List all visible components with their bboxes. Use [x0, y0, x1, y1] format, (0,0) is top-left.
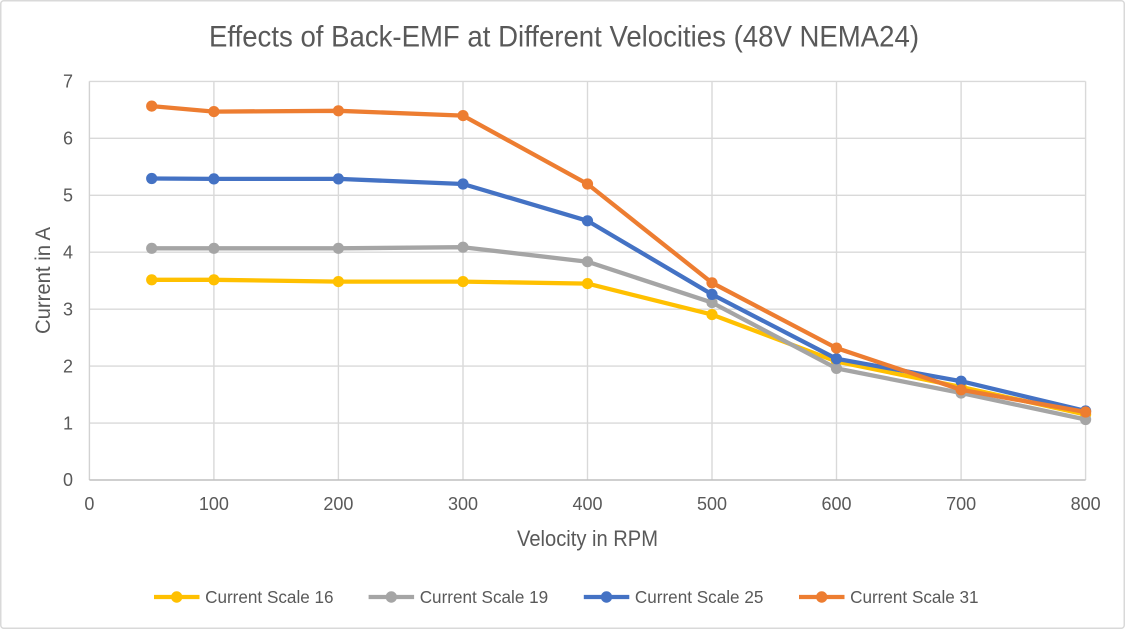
svg-text:7: 7: [63, 72, 73, 92]
svg-text:Current Scale 19: Current Scale 19: [420, 587, 549, 607]
svg-text:Effects of Back-EMF at Differe: Effects of Back-EMF at Different Velocit…: [209, 21, 919, 54]
svg-text:100: 100: [199, 494, 229, 514]
svg-text:600: 600: [821, 494, 851, 514]
svg-text:700: 700: [946, 494, 976, 514]
svg-text:400: 400: [572, 494, 602, 514]
svg-text:Current in A: Current in A: [32, 227, 55, 334]
svg-text:4: 4: [63, 242, 73, 262]
svg-text:200: 200: [323, 494, 353, 514]
svg-text:6: 6: [63, 129, 73, 149]
svg-text:1: 1: [63, 413, 73, 433]
svg-text:Velocity in RPM: Velocity in RPM: [517, 526, 658, 551]
svg-text:2: 2: [63, 356, 73, 376]
svg-text:300: 300: [448, 494, 478, 514]
svg-text:500: 500: [697, 494, 727, 514]
svg-text:Current Scale 25: Current Scale 25: [635, 587, 764, 607]
svg-text:Current Scale 31: Current Scale 31: [850, 587, 979, 607]
svg-text:5: 5: [63, 186, 73, 206]
svg-text:0: 0: [63, 470, 73, 490]
svg-text:Current Scale 16: Current Scale 16: [205, 587, 334, 607]
svg-text:0: 0: [84, 494, 94, 514]
svg-text:3: 3: [63, 299, 73, 319]
svg-text:800: 800: [1071, 494, 1101, 514]
